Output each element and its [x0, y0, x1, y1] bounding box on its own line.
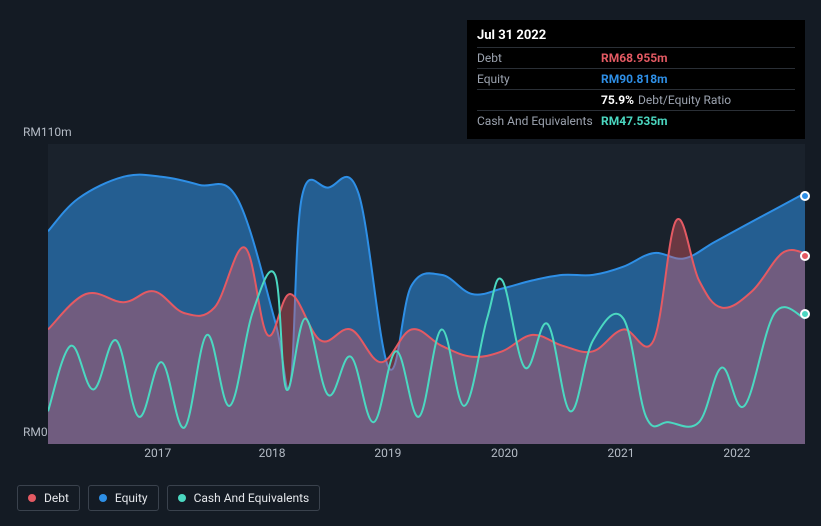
debt-end-marker [800, 251, 810, 261]
tooltip-row-value: 75.9% [601, 93, 634, 107]
tooltip-row-value: RM68.955m [601, 51, 668, 65]
cash-end-marker [800, 309, 810, 319]
tooltip-row-label: Equity [477, 72, 601, 86]
cash-legend-dot [178, 494, 186, 502]
legend-item-equity[interactable]: Equity [88, 485, 159, 511]
y-axis-max-label: RM110m [23, 125, 72, 139]
legend-item-debt[interactable]: Debt [17, 485, 80, 511]
legend-label: Debt [44, 491, 69, 505]
x-tick-label: 2017 [144, 446, 171, 460]
tooltip-row: DebtRM68.955m [477, 47, 795, 68]
equity-end-marker [800, 191, 810, 201]
chart: RM110m RM0 2017 2018 2019 2020 2021 2022 [15, 126, 805, 480]
x-tick-label: 2018 [259, 446, 286, 460]
tooltip-row-label: Debt [477, 51, 601, 65]
equity-legend-dot [99, 494, 107, 502]
x-axis: 2017 2018 2019 2020 2021 2022 [48, 446, 805, 466]
tooltip-row-extra: Debt/Equity Ratio [638, 93, 731, 107]
legend-label: Cash And Equivalents [194, 491, 310, 505]
x-tick-label: 2019 [374, 446, 401, 460]
debt-legend-dot [28, 494, 36, 502]
x-tick-label: 2020 [491, 446, 518, 460]
tooltip-row-value: RM90.818m [601, 72, 668, 86]
chart-plot-area [48, 144, 805, 444]
tooltip-date: Jul 31 2022 [477, 28, 795, 47]
chart-tooltip: Jul 31 2022 DebtRM68.955mEquityRM90.818m… [467, 20, 805, 139]
chart-legend: Debt Equity Cash And Equivalents [17, 485, 320, 511]
legend-label: Equity [115, 491, 148, 505]
legend-item-cash[interactable]: Cash And Equivalents [167, 485, 321, 511]
x-tick-label: 2021 [608, 446, 635, 460]
y-axis-min-label: RM0 [23, 425, 48, 439]
tooltip-row: 75.9% Debt/Equity Ratio [477, 89, 795, 110]
tooltip-row: EquityRM90.818m [477, 68, 795, 89]
x-tick-label: 2022 [723, 446, 750, 460]
